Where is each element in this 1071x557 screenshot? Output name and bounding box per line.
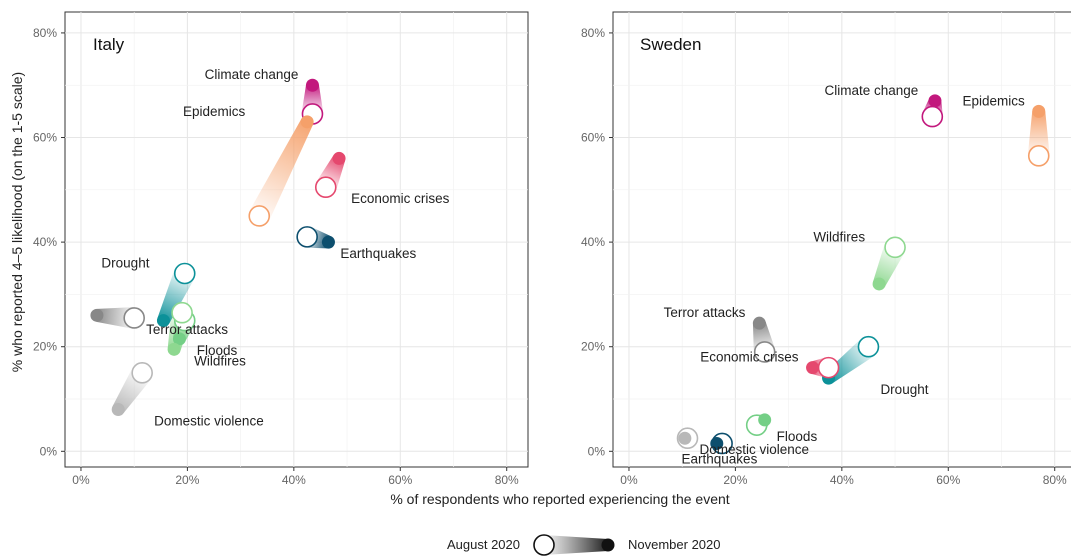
y-tick-label: 20% xyxy=(33,340,57,354)
y-tick-label: 40% xyxy=(581,235,605,249)
panel-italy-title: Italy xyxy=(93,35,125,54)
point-nov-wildfires xyxy=(167,342,181,356)
point-aug-wildfires xyxy=(171,301,193,324)
y-tick-label: 0% xyxy=(588,444,606,458)
y-tick-label: 60% xyxy=(581,131,605,145)
y-tick-label: 80% xyxy=(33,26,57,40)
y-tick-label: 0% xyxy=(40,444,58,458)
point-nov-domestic-violence xyxy=(678,431,692,445)
panel-sweden-title: Sweden xyxy=(640,35,701,54)
label-domestic-violence: Domestic violence xyxy=(154,413,264,428)
point-nov-floods xyxy=(758,413,772,427)
point-aug-terror-attacks xyxy=(753,341,776,363)
point-nov-economic-crises xyxy=(332,151,346,165)
y-tick-label: 20% xyxy=(581,340,605,354)
point-aug-domestic-violence xyxy=(131,362,153,384)
panel-italy-x-ticks: 0% 20% 40% 60% 80% xyxy=(72,467,519,487)
label-economic-crises: Economic crises xyxy=(700,350,799,365)
label-domestic-violence: Domestic violence xyxy=(700,442,810,457)
point-aug-climate-change xyxy=(921,105,944,128)
x-tick-label: 60% xyxy=(936,473,960,487)
label-climate-change: Climate change xyxy=(205,67,299,82)
trail-epidemics xyxy=(1027,111,1050,156)
label-economic-crises: Economic crises xyxy=(351,191,450,206)
x-tick-label: 0% xyxy=(72,473,90,487)
point-nov-climate-change xyxy=(305,78,319,92)
point-nov-economic-crises xyxy=(806,361,820,375)
label-earthquakes: Earthquakes xyxy=(340,246,416,261)
panel-italy-points xyxy=(90,78,346,416)
point-nov-wildfires xyxy=(872,277,886,291)
x-tick-label: 40% xyxy=(282,473,306,487)
x-tick-label: 40% xyxy=(830,473,854,487)
label-epidemics: Epidemics xyxy=(183,104,246,119)
point-aug-earthquakes xyxy=(296,226,318,248)
point-nov-domestic-violence xyxy=(111,402,125,416)
label-terror-attacks: Terror attacks xyxy=(146,322,228,337)
panel-italy: Climate change Epidemics Economic crises Ea… xyxy=(33,11,529,487)
panel-sweden-grid xyxy=(613,12,1071,467)
y-axis-label: % who reported 4–5 likelihood (on the 1-… xyxy=(9,72,25,372)
point-nov-epidemics xyxy=(1032,104,1046,118)
x-tick-label: 20% xyxy=(723,473,747,487)
legend-aug-marker xyxy=(533,534,555,556)
point-aug-drought xyxy=(173,262,196,285)
x-tick-label: 0% xyxy=(620,473,638,487)
legend: August 2020 November 2020 xyxy=(447,534,721,556)
label-wildfires: Wildfires xyxy=(194,353,246,368)
point-nov-epidemics xyxy=(300,115,314,129)
label-wildfires: Wildfires xyxy=(813,229,865,244)
label-drought: Drought xyxy=(880,382,928,397)
label-earthquakes: Earthquakes xyxy=(682,451,758,466)
panel-sweden-y-ticks: 0% 20% 40% 60% 80% xyxy=(581,26,613,458)
panel-italy-grid xyxy=(65,12,528,467)
panel-sweden: Climate change Epidemics Wildfires Terror a… xyxy=(581,11,1071,487)
y-tick-label: 60% xyxy=(33,131,57,145)
point-aug-drought xyxy=(857,335,880,358)
legend-nov-marker xyxy=(601,538,615,552)
trail-epidemics xyxy=(249,118,313,221)
panel-italy-y-ticks: 0% 20% 40% 60% 80% xyxy=(33,26,65,458)
x-axis-label: % of respondents who reported experienci… xyxy=(390,491,729,507)
x-tick-label: 60% xyxy=(388,473,412,487)
legend-end-label: November 2020 xyxy=(628,537,721,552)
panel-italy-frame xyxy=(64,11,529,468)
x-tick-label: 20% xyxy=(175,473,199,487)
point-nov-earthquakes xyxy=(321,235,335,249)
point-aug-epidemics xyxy=(1027,145,1050,167)
legend-key xyxy=(533,534,615,556)
label-drought: Drought xyxy=(101,255,149,270)
label-floods: Floods xyxy=(197,343,238,358)
point-nov-terror-attacks xyxy=(752,316,766,330)
point-nov-earthquakes xyxy=(710,436,724,450)
label-climate-change: Climate change xyxy=(824,83,918,98)
point-aug-economic-crises xyxy=(314,176,337,199)
point-nov-floods xyxy=(172,332,186,346)
x-tick-label: 80% xyxy=(1043,473,1067,487)
panel-sweden-labels: Climate change Epidemics Wildfires Terror a… xyxy=(664,83,1025,467)
point-nov-terror-attacks xyxy=(90,308,104,322)
y-tick-label: 80% xyxy=(581,26,605,40)
point-aug-economic-crises xyxy=(817,356,840,379)
point-nov-drought xyxy=(156,314,170,328)
label-terror-attacks: Terror attacks xyxy=(664,305,746,320)
panel-italy-labels: Climate change Epidemics Economic crises Ea… xyxy=(101,67,449,428)
x-tick-label: 80% xyxy=(495,473,519,487)
label-floods: Floods xyxy=(777,429,818,444)
panel-sweden-x-ticks: 0% 20% 40% 60% 80% xyxy=(620,467,1067,487)
panel-sweden-points xyxy=(676,94,1050,455)
point-nov-climate-change xyxy=(928,94,942,108)
label-epidemics: Epidemics xyxy=(962,93,1025,108)
legend-trail xyxy=(544,535,608,555)
point-aug-wildfires xyxy=(884,236,906,259)
y-tick-label: 40% xyxy=(33,235,57,249)
legend-start-label: August 2020 xyxy=(447,537,520,552)
point-aug-terror-attacks xyxy=(123,307,145,329)
point-aug-epidemics xyxy=(248,205,271,227)
